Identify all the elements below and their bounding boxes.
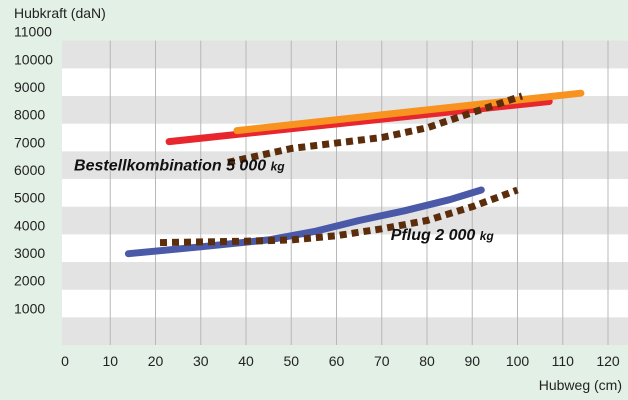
y-tick-label: 1000: [14, 300, 45, 316]
plot-band: [62, 178, 628, 207]
annotation-unit: kg: [271, 160, 286, 174]
plot-band: [62, 40, 628, 69]
annotation-label: Bestellkombination 5 000 kg: [74, 158, 285, 175]
y-tick-label: 7000: [14, 134, 45, 150]
plot-band: [62, 68, 628, 96]
x-tick-label: 100: [506, 353, 530, 369]
plot-band: [62, 289, 628, 318]
x-tick-labels: 0 10 20 30 40 50 60 70 80 90 100 110 120: [61, 353, 620, 369]
y-tick-label: 2000: [14, 273, 45, 289]
x-tick-label: 90: [464, 353, 480, 369]
x-tick-label: 10: [102, 353, 118, 369]
plot-band: [62, 151, 628, 179]
plot-band: [62, 261, 628, 290]
y-tick-label: 5000: [14, 190, 45, 206]
series-line-4: [124, 186, 485, 258]
plot-band: [62, 317, 628, 345]
x-tick-label: 110: [552, 353, 575, 369]
series-lines: [124, 89, 585, 258]
y-tick-label: 9000: [14, 79, 45, 95]
x-tick-label: 80: [419, 353, 435, 369]
x-tick-label: 50: [283, 353, 299, 369]
y-tick-label: 4000: [14, 217, 45, 233]
plot-band: [62, 234, 628, 262]
y-axis-label: Hubkraft (daN): [14, 5, 106, 21]
series-line-3: [227, 92, 524, 166]
x-tick-label: 30: [193, 353, 209, 369]
series-line-2: [233, 89, 585, 135]
plot-band: [62, 123, 628, 152]
annotation-unit: kg: [480, 229, 495, 243]
x-tick-label: 0: [61, 353, 69, 369]
annotations: Bestellkombination 5 000 kg Pflug 2 000 k…: [74, 158, 494, 244]
x-tick-label: 40: [238, 353, 254, 369]
y-tick-label: 6000: [14, 162, 45, 178]
y-tick-label: 8000: [14, 107, 45, 123]
x-tick-label: 60: [329, 353, 345, 369]
plot-background-bands: [62, 40, 628, 345]
y-tick-label: 3000: [14, 245, 45, 261]
y-tick-label: 10000: [14, 51, 53, 67]
y-tick-label: 11000: [14, 24, 52, 40]
annotation-label: Pflug 2 000 kg: [391, 227, 495, 244]
x-tick-label: 70: [374, 353, 390, 369]
y-tick-labels: 1000 2000 3000 4000 5000 6000 7000 8000 9000 1000…: [14, 24, 53, 317]
x-tick-label: 120: [596, 353, 620, 369]
x-axis-label: Hubweg (cm): [539, 377, 622, 393]
x-tick-label: 20: [148, 353, 164, 369]
